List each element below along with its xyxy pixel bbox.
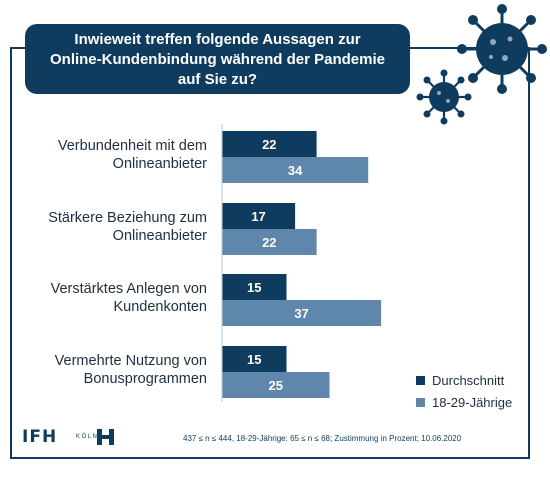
category-label: Vermehrte Nutzung von Bonusprogrammen [55,353,207,387]
legend-label-18-29: 18-29-Jährige [432,394,513,410]
category-label: Verbundenheit mit dem Onlineanbieter [58,138,207,172]
legend-swatch-durchschnitt [416,375,425,385]
virus-icon-large [457,4,547,94]
legend-item-durchschnitt: Durchschnitt [416,369,512,391]
category-label-line: Verstärktes Anlegen von [51,281,207,297]
bar-18-29 [222,157,369,183]
legend-label-durchschnitt: Durchschnitt [432,372,505,388]
title-line-3: auf Sie zu? [177,71,258,88]
virus-icon-small [416,69,472,125]
category-label-line: Stärkere Beziehung zum [48,210,207,226]
ifh-logo-mark-icon [97,429,114,445]
category-label: Verstärktes Anlegen von Kundenkonten [51,281,207,315]
ifh-logo: IFH [22,427,58,447]
bar-18-29 [222,300,382,326]
data-label: 37 [294,306,308,321]
category-label-line: Onlineanbieter [113,228,207,244]
bar-durchschnitt [222,346,287,372]
legend-item-18-29: 18-29-Jährige [416,391,512,413]
data-label: 15 [247,280,261,295]
category-label-line: Kundenkonten [113,299,207,315]
category-label-line: Vermehrte Nutzung von [55,353,207,369]
category-label-line: Verbundenheit mit dem [58,138,207,154]
bar-18-29 [222,372,330,398]
bar-durchschnitt [222,203,296,229]
data-label: 15 [247,352,261,367]
data-label: 25 [269,378,283,393]
bar-durchschnitt [222,274,287,300]
chart-title: Inwieweit treffen folgende Aussagen zur … [25,24,410,94]
bar-durchschnitt [222,131,317,157]
category-label-line: Onlineanbieter [113,156,207,172]
bar-18-29 [222,229,317,255]
title-line-2: Online-Kundenbindung während der Pandemi… [49,51,386,68]
title-line-1: Inwieweit treffen folgende Aussagen zur [74,31,361,48]
legend: Durchschnitt 18-29-Jährige [416,369,512,413]
data-label: 22 [262,235,276,250]
ifh-logo-sub: KÖLN [76,434,99,440]
data-label: 22 [262,137,276,152]
category-label-line: Bonusprogrammen [84,371,207,387]
data-label: 17 [251,209,265,224]
data-label: 34 [288,163,303,178]
footnote: 437 ≤ n ≤ 444, 18-29-Jährige: 65 ≤ n ≤ 6… [183,434,462,443]
legend-swatch-18-29 [416,397,425,407]
category-label: Stärkere Beziehung zum Onlineanbieter [48,210,207,244]
